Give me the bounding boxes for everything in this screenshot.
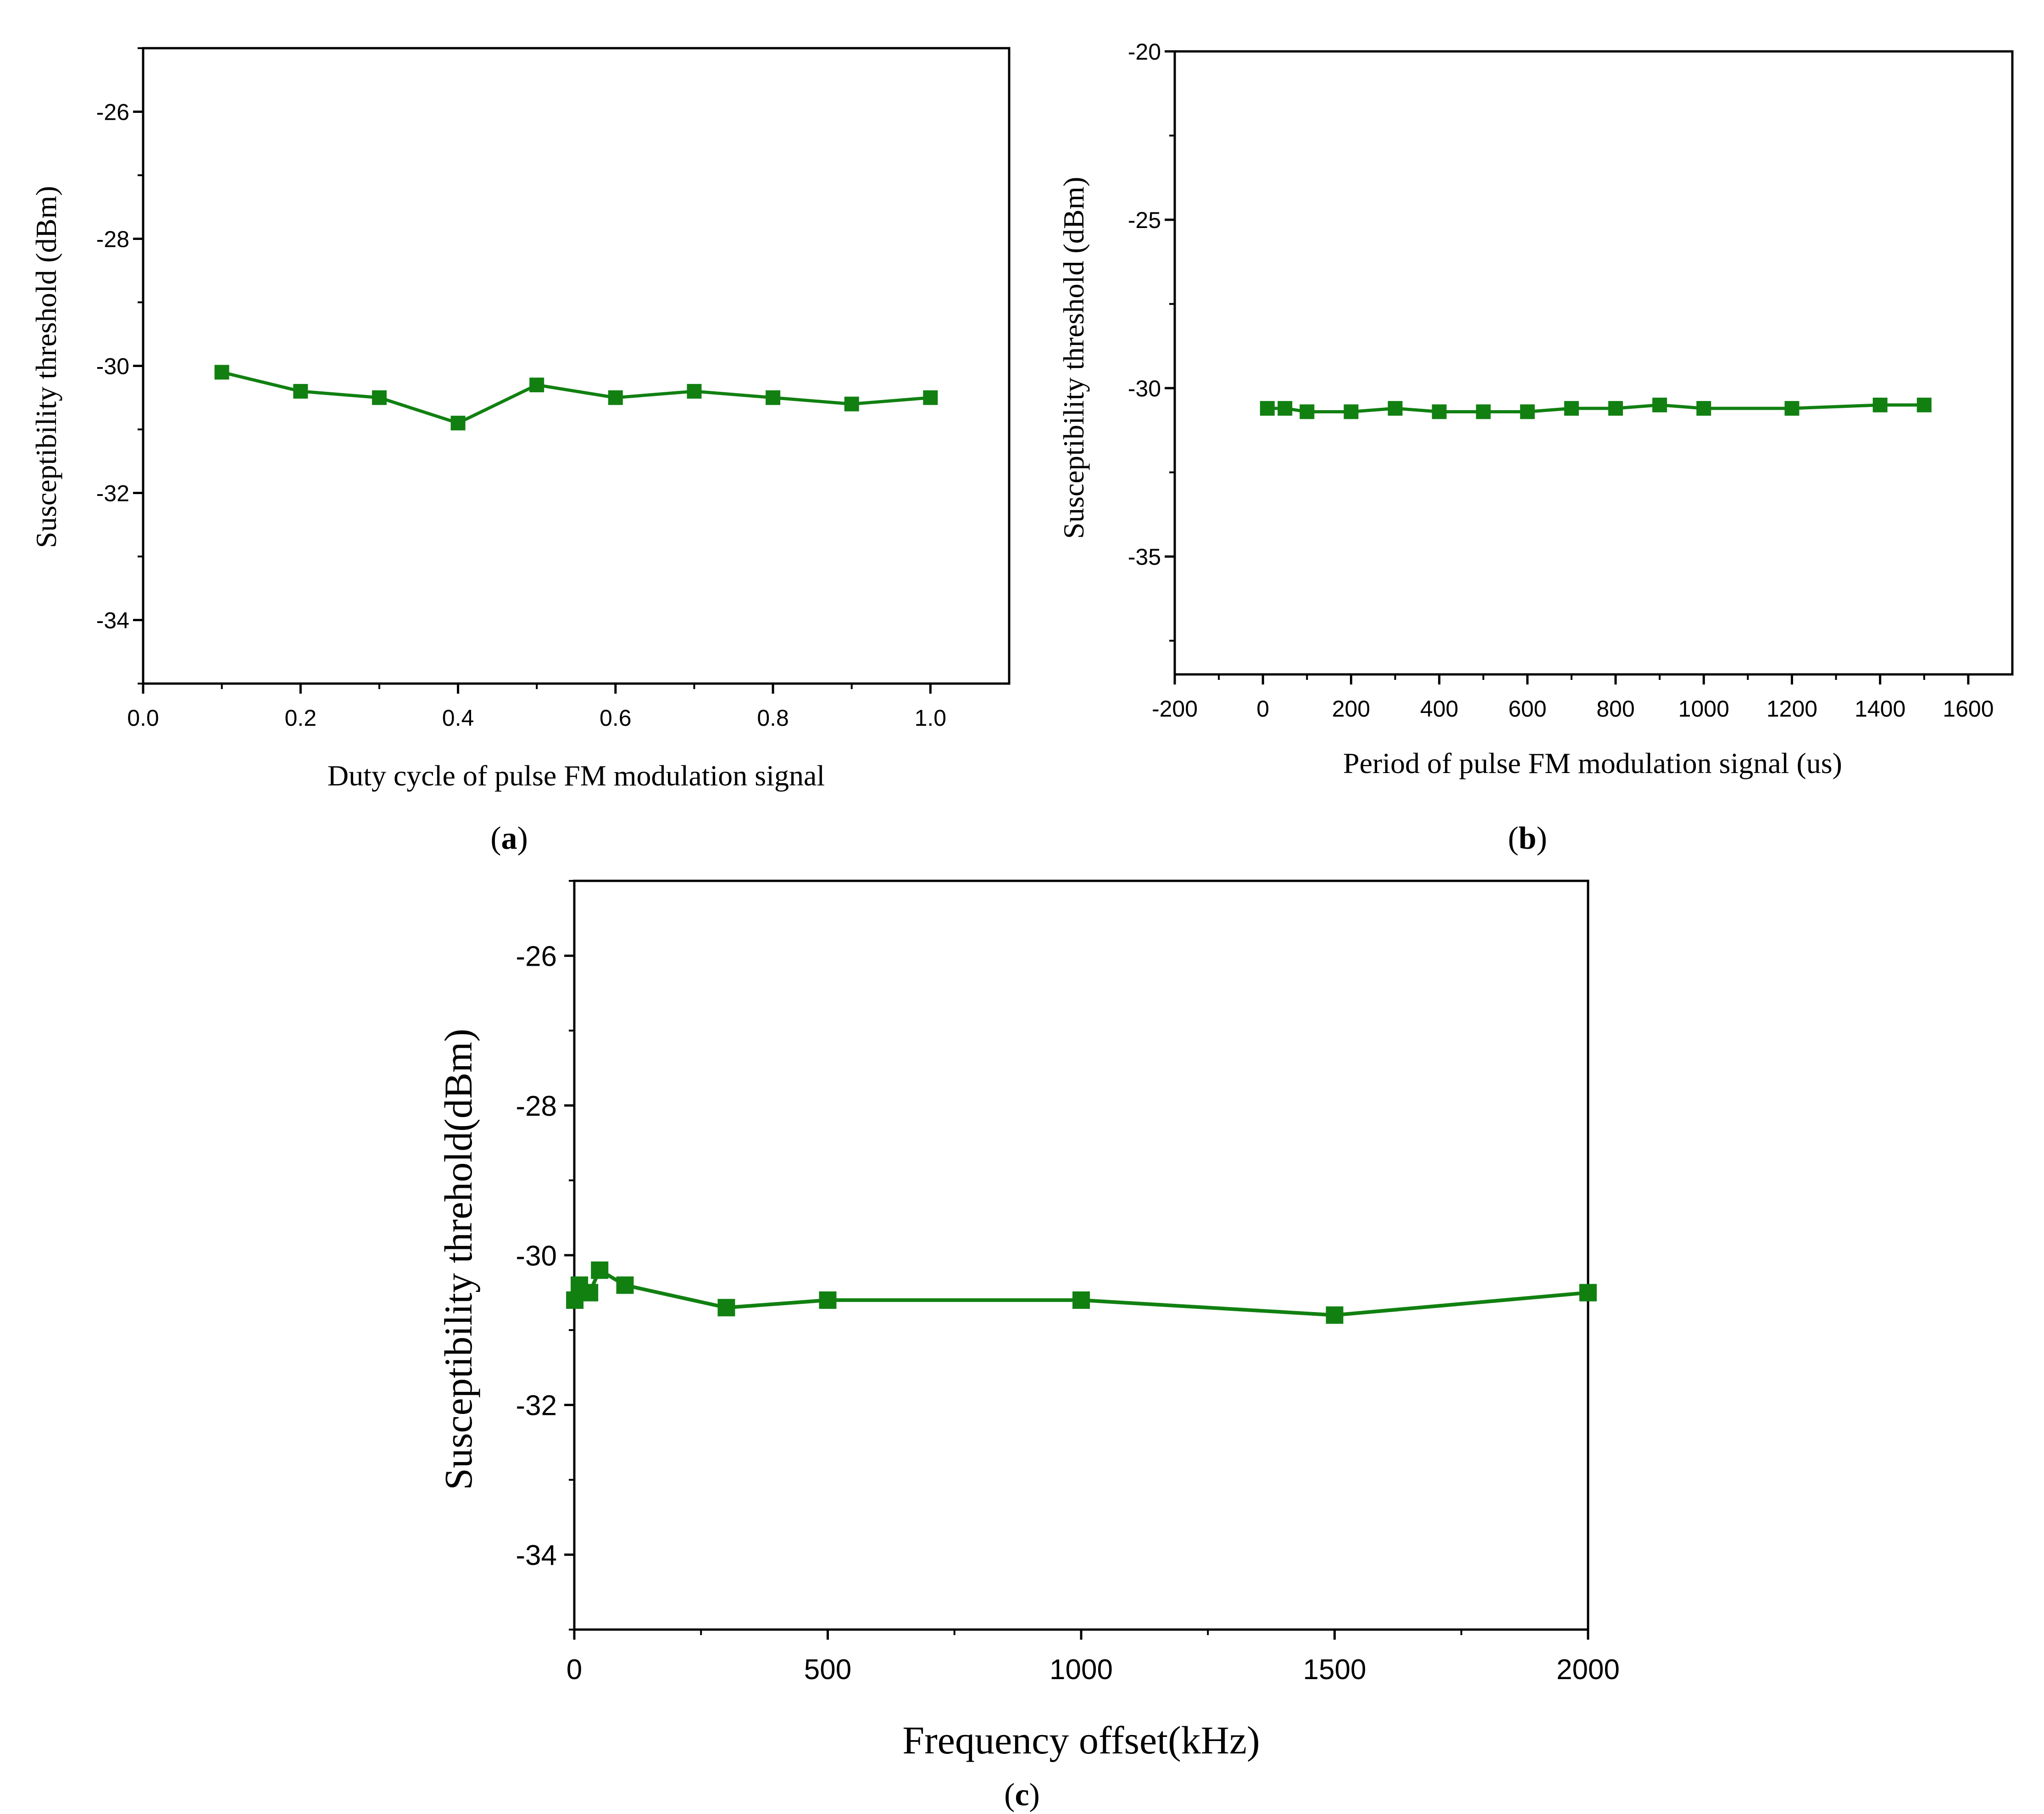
panel-c-data-point [819,1291,837,1309]
panel-c-x-tick-label: 0 [567,1654,582,1686]
panel-b-data-point [1278,401,1293,416]
panel-a-y-tick-label: -30 [96,354,129,379]
panel-b-x-tick-label: 1600 [1943,696,1994,722]
panel-b-y-tick-label: -35 [1128,544,1161,570]
panel-b-data-point [1476,404,1491,419]
panel-b-marks [1260,397,1932,419]
panel-c-data-point [1326,1306,1344,1324]
panel-b-data-point [1300,404,1315,419]
panel-c-x-tick-label: 2000 [1556,1654,1620,1686]
panel-b: -200 0 200 400 600 800 1000 1200 1400 1600 -35 -30 -… [1057,39,2014,856]
panel-b-ticks: -200 0 200 400 600 800 1000 1200 1400 1600 -35 -30 -… [1128,39,1994,722]
panel-b-x-tick-label: 1400 [1855,696,1905,722]
panel-a-data-point [687,384,702,399]
panel-b-x-tick-label: 1000 [1678,696,1729,722]
panel-b-data-point [1260,401,1275,416]
panel-c-marks [566,1261,1597,1324]
panel-a-data-point [766,390,781,405]
panel-b-data-point [1344,404,1359,419]
panel-a-x-tick-label: 0.0 [127,705,159,731]
panel-c-y-tick-label: -30 [516,1240,557,1272]
panel-c-data-point [566,1291,584,1309]
panel-b-data-point [1432,404,1447,419]
panel-b-data-point [1388,401,1403,416]
panel-a-y-axis-label: Susceptibility threshold (dBm) [30,186,62,548]
panel-a-data-point [923,390,938,405]
panel-b-x-tick-label: 0 [1256,696,1269,722]
panel-a-data-point [214,365,229,380]
panel-a-plot-frame [142,47,1011,685]
panel-a-y-tick-label: -34 [96,608,129,634]
panel-a-x-tick-label: 0.8 [757,705,789,731]
panel-b-x-tick-label: 800 [1596,696,1634,722]
panel-b-data-point [1696,401,1711,416]
panel-b-x-tick-label: 600 [1508,696,1546,722]
panel-b-data-point [1520,404,1535,419]
panel-a: 0.0 0.2 0.4 0.6 0.8 1.0 -34 -32 -30 -28 -26 Duty c… [30,47,1011,856]
panel-c-data-point [581,1284,599,1302]
panel-b-y-tick-label: -20 [1128,39,1161,65]
panel-a-x-tick-label: 1.0 [915,705,947,731]
panel-b-data-point [1564,401,1579,416]
panel-b-x-tick-label: 200 [1332,696,1370,722]
panel-b-y-axis-label: Susceptibility threshold (dBm) [1057,177,1090,539]
panel-b-data-point [1652,397,1667,412]
panel-c-y-tick-label: -34 [516,1540,557,1571]
panel-a-marks [214,365,938,431]
panel-b-label: (b) [1508,821,1547,856]
panel-a-x-tick-label: 0.4 [442,705,474,731]
panel-c-label: (c) [1004,1777,1040,1813]
panel-b-y-tick-label: -30 [1128,376,1161,401]
panel-c-letter: c [1015,1777,1029,1813]
panel-a-data-point [844,396,859,412]
panel-a-label: (a) [490,821,528,856]
panel-c-y-tick-label: -28 [516,1091,557,1122]
panel-c-data-point [616,1276,634,1294]
panel-a-y-tick-label: -26 [96,100,129,125]
panel-b-x-tick-label: -200 [1152,696,1198,722]
panel-a-x-tick-label: 0.2 [285,705,317,731]
panel-b-series-line [1267,403,1924,413]
panel-b-x-axis-label: Period of pulse FM modulation signal (us… [1343,747,1842,779]
panel-c-y-tick-label: -32 [516,1390,557,1422]
panel-b-y-tick-label: -25 [1128,207,1161,233]
panel-c-x-axis-label: Frequency offset(kHz) [902,1718,1260,1762]
panel-b-plot-frame [1173,50,2014,676]
panel-a-data-point [529,378,544,393]
panel-a-series-line [221,370,931,425]
panel-a-x-tick-label: 0.6 [600,705,632,731]
panel-c-x-tick-label: 1500 [1303,1654,1366,1686]
panel-b-data-point [1608,401,1623,416]
panel-b-letter: b [1519,821,1537,856]
panel-b-x-tick-label: 1200 [1766,696,1817,722]
panel-a-y-tick-label: -28 [96,227,129,252]
panel-c-data-point [1579,1284,1597,1302]
panel-b-data-point [1784,401,1800,416]
panel-a-y-tick-label: -32 [96,481,129,506]
panel-c: 0 500 1000 1500 2000 -34 -32 -30 -28 -26 Frequenc… [436,879,1620,1813]
panel-c-y-tick-label: -26 [516,941,557,973]
panel-c-data-point [717,1299,735,1317]
panel-c-data-point [1072,1291,1090,1309]
panel-a-data-point [372,390,387,405]
panel-a-letter: a [501,821,517,856]
panel-c-y-axis-label: Susceptibility threhold(dBm) [436,1029,480,1490]
panel-b-x-tick-label: 400 [1420,696,1458,722]
panel-a-data-point [608,390,623,405]
panel-a-x-axis-label: Duty cycle of pulse FM modulation signal [328,759,825,792]
panel-a-data-point [450,416,466,431]
panel-c-data-point [591,1261,609,1279]
panel-a-ticks: 0.0 0.2 0.4 0.6 0.8 1.0 -34 -32 -30 -28 -26 [96,47,947,731]
panel-c-ticks: 0 500 1000 1500 2000 -34 -32 -30 -28 -26 [516,880,1620,1686]
panel-b-data-point [1916,397,1932,412]
panel-c-x-tick-label: 1000 [1050,1654,1113,1686]
panel-c-plot-frame [573,879,1589,1631]
panel-c-x-tick-label: 500 [804,1654,851,1686]
panel-b-data-point [1872,397,1888,412]
panel-a-data-point [293,384,308,399]
